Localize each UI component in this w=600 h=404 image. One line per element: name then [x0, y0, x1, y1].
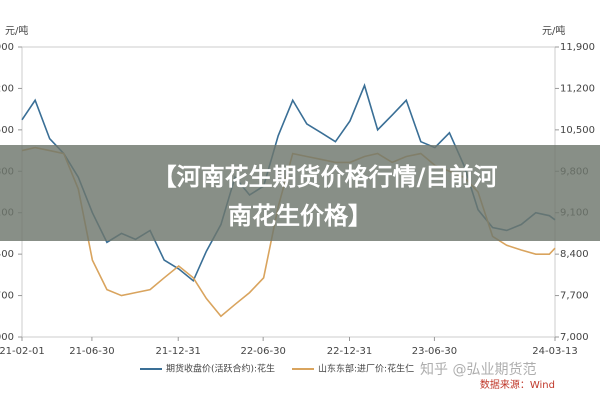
y-tick-label: 10,500 — [0, 125, 14, 136]
x-tick-label: 22-12-31 — [327, 346, 372, 357]
y-tick-label: 11,900 — [560, 42, 595, 53]
watermark: 知乎 @弘业期货范 — [420, 361, 536, 378]
y-tick-label: 8,400 — [560, 249, 589, 260]
y-unit-right: 元/吨 — [542, 24, 565, 37]
x-tick-label: 23-06-30 — [412, 346, 457, 357]
y-tick-label: 7,000 — [560, 332, 589, 343]
y-tick-label: 11,200 — [560, 83, 595, 94]
x-tick-label: 21-02-01 — [0, 346, 45, 357]
y-tick-label: 11,900 — [0, 42, 14, 53]
y-tick-label: 7,000 — [0, 332, 14, 343]
x-tick-label: 21-12-31 — [156, 346, 201, 357]
y-tick-label: 10,500 — [560, 125, 595, 136]
banner — [0, 145, 600, 241]
banner-line: 南花生价格】 — [228, 202, 372, 230]
x-tick-label: 24-03-13 — [532, 346, 577, 357]
legend-label: 期货收盘价(活跃合约):花生 — [166, 363, 275, 375]
y-tick-label: 7,700 — [560, 291, 589, 302]
banner-line: 【河南花生期货价格行情/目前河 — [153, 163, 498, 191]
source: 数据来源：Wind — [480, 378, 555, 391]
x-tick-label: 22-06-30 — [240, 346, 285, 357]
y-tick-label: 7,700 — [0, 291, 14, 302]
legend-label: 山东东部:进厂价:花生仁 — [318, 363, 414, 375]
x-tick-label: 21-06-30 — [69, 346, 114, 357]
y-unit-left: 元/吨 — [5, 24, 28, 37]
y-tick-label: 8,400 — [0, 249, 14, 260]
y-tick-label: 11,200 — [0, 83, 14, 94]
